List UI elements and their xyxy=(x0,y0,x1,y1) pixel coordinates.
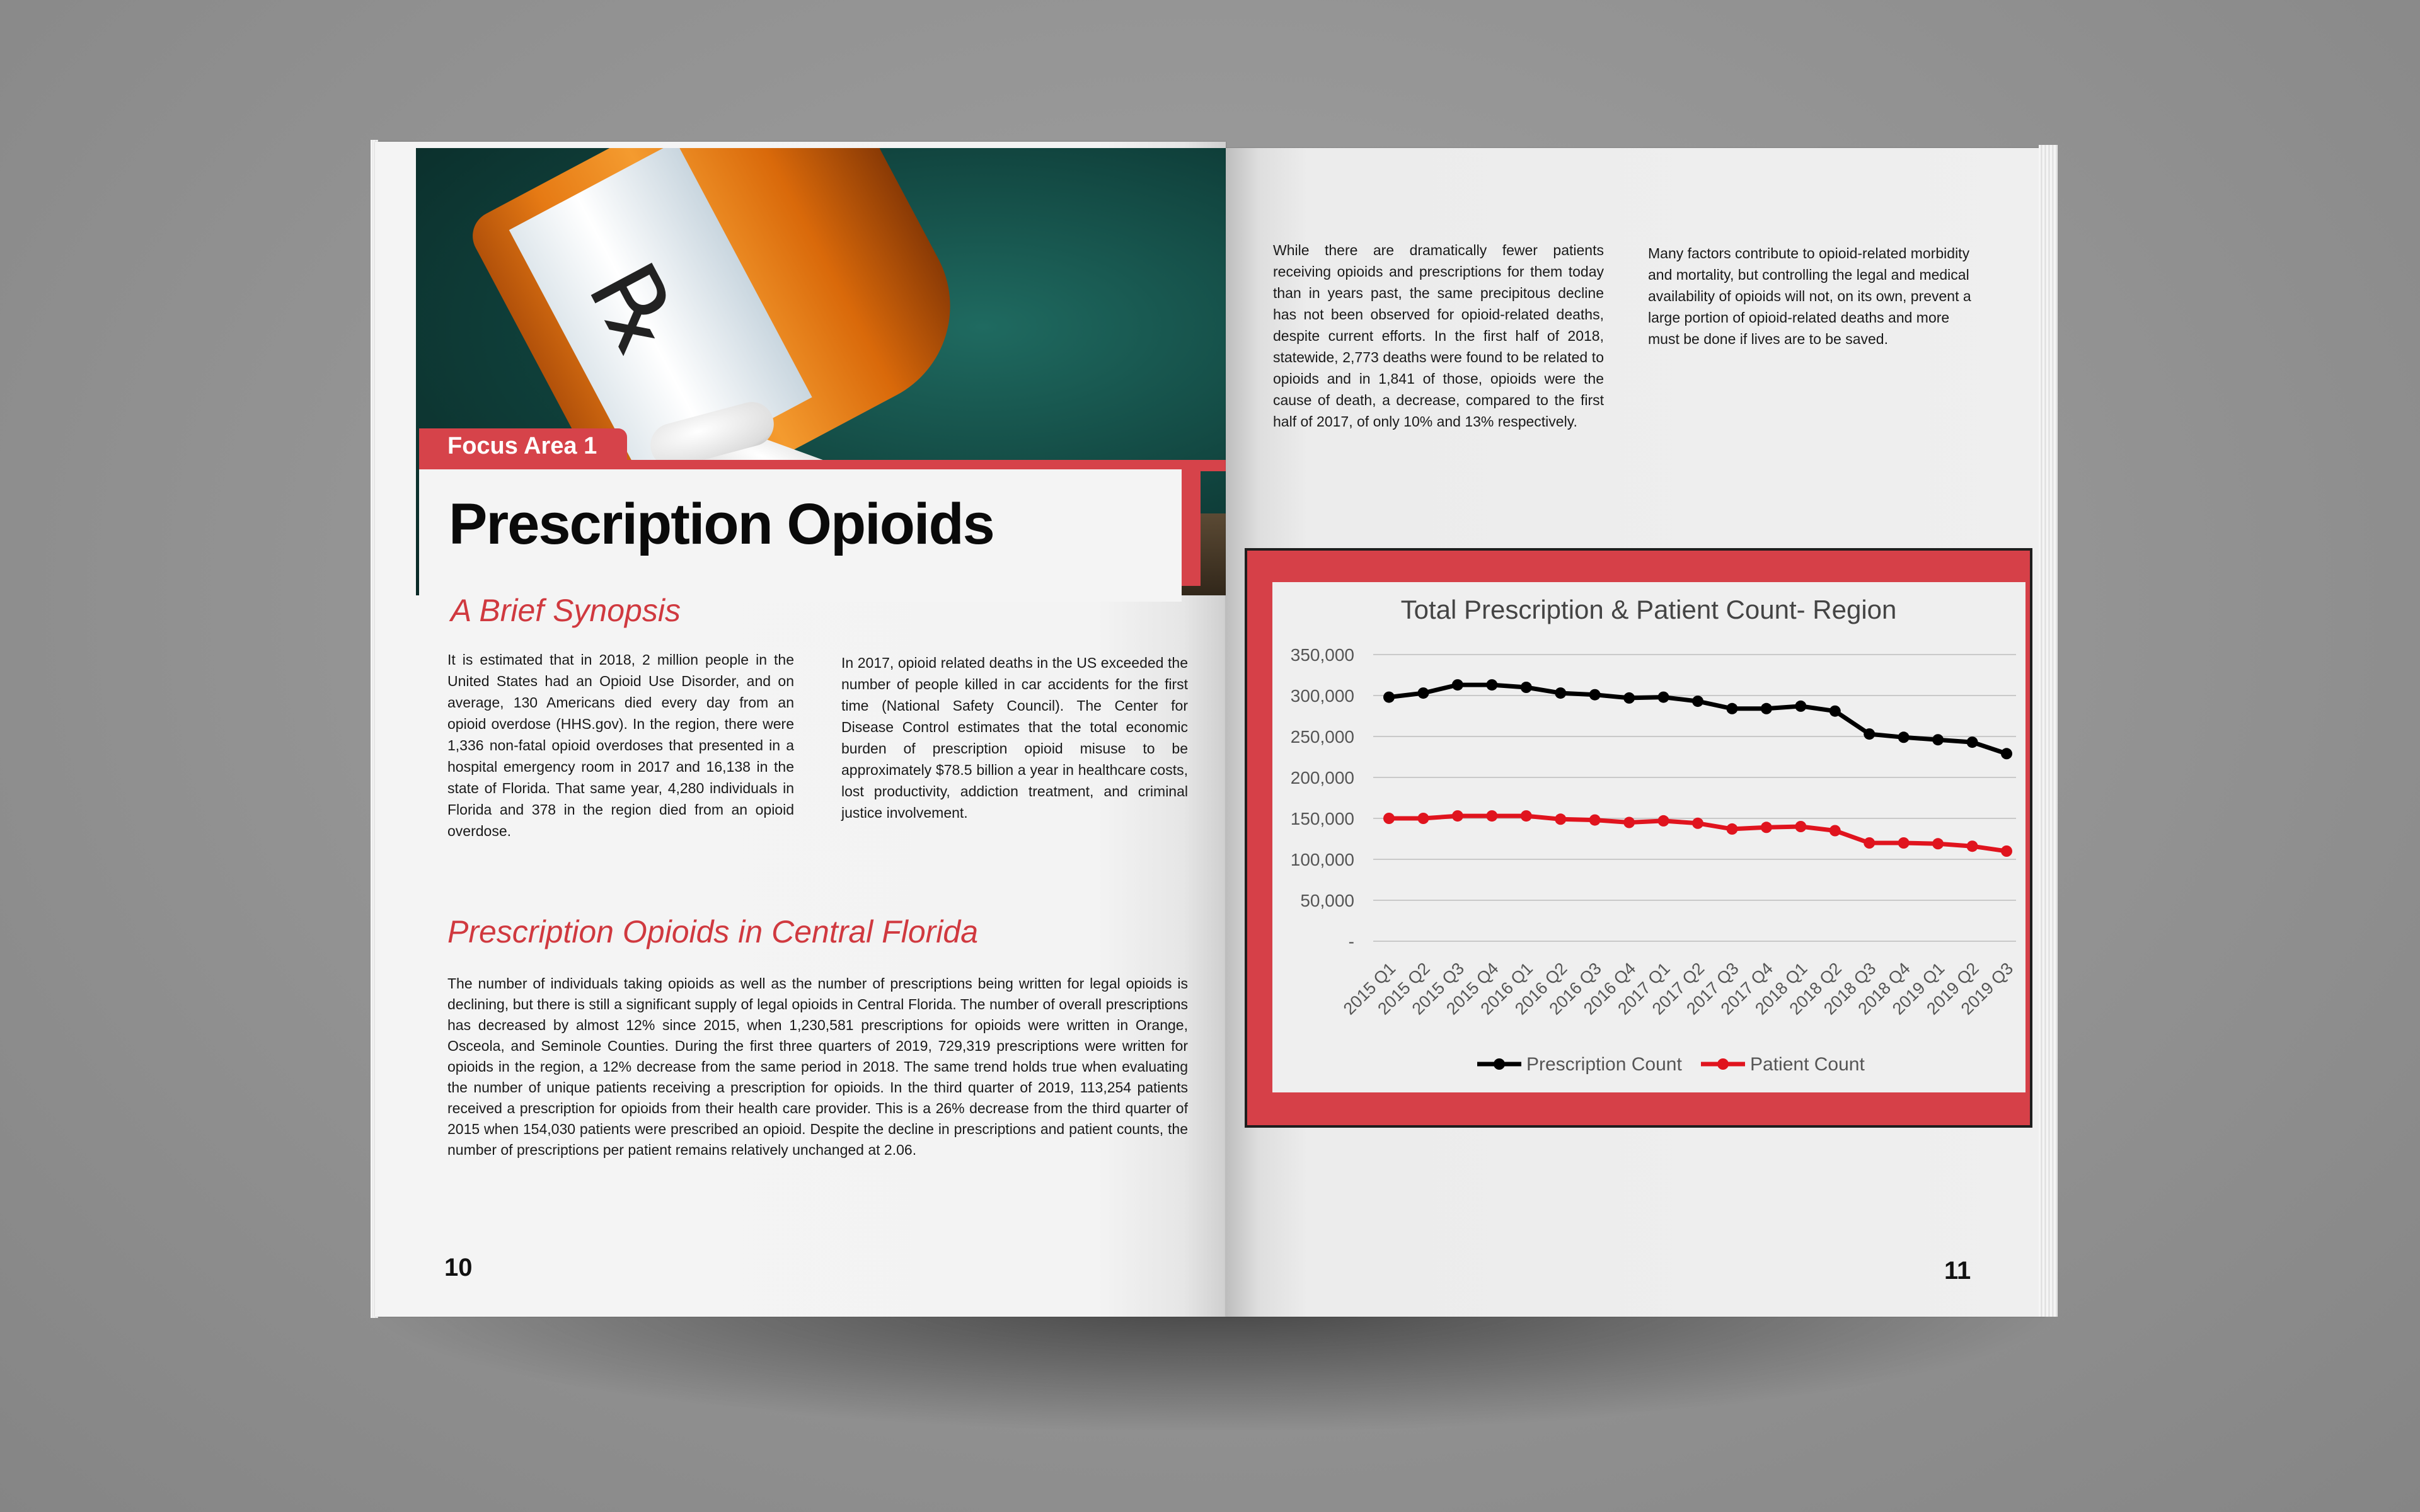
y-tick-label: - xyxy=(1349,932,1354,951)
page-number-right: 11 xyxy=(1944,1257,1971,1285)
y-axis-labels: 350,000 300,000 250,000 200,000 150,000 100,0… xyxy=(1291,645,1354,951)
data-point xyxy=(1417,687,1429,699)
central-florida-body: The number of individuals taking opioids… xyxy=(447,975,1188,1158)
data-point xyxy=(1760,822,1772,833)
page-title: Prescription Opioids xyxy=(449,492,995,556)
y-tick-label: 50,000 xyxy=(1300,891,1354,910)
chart-legend: Prescription Count Patient Count xyxy=(1477,1054,1865,1075)
chart-area: Total Prescription & Patient Count- Regi… xyxy=(1272,582,2025,1092)
data-point xyxy=(1623,816,1635,828)
data-point xyxy=(1864,837,1876,849)
synopsis-column-1: It is estimated that in 2018, 2 million … xyxy=(447,651,794,839)
chart-frame: Total Prescription & Patient Count- Regi… xyxy=(1245,548,2032,1128)
data-point xyxy=(1451,679,1463,691)
left-page: ℞ Focus Area 1 Prescription Opioids A Br… xyxy=(375,142,1226,1317)
focus-area-tab: Focus Area 1 xyxy=(419,428,627,464)
data-point xyxy=(1726,823,1738,835)
data-point xyxy=(1829,825,1841,837)
data-point xyxy=(1589,689,1601,701)
data-point xyxy=(1726,702,1738,714)
data-point xyxy=(1692,696,1703,707)
data-point xyxy=(1966,736,1978,748)
chart-title: Total Prescription & Patient Count- Regi… xyxy=(1401,595,1897,624)
line-chart: Total Prescription & Patient Count- Regi… xyxy=(1291,595,2017,1075)
data-point xyxy=(1555,687,1567,699)
data-point xyxy=(1623,692,1635,704)
data-point xyxy=(1520,682,1532,693)
title-red-side xyxy=(1182,460,1201,586)
data-point xyxy=(1555,813,1567,825)
data-point xyxy=(1451,810,1463,822)
y-tick-label: 300,000 xyxy=(1291,686,1354,706)
y-tick-label: 150,000 xyxy=(1291,809,1354,828)
legend-marker xyxy=(1494,1058,1505,1070)
data-point xyxy=(1383,813,1395,824)
y-tick-label: 100,000 xyxy=(1291,850,1354,869)
data-point xyxy=(1520,810,1532,822)
y-tick-label: 250,000 xyxy=(1291,727,1354,747)
data-point xyxy=(1795,700,1807,712)
synopsis-heading: A Brief Synopsis xyxy=(451,593,681,628)
legend-label: Prescription Count xyxy=(1526,1054,1682,1075)
data-point xyxy=(1486,810,1498,822)
data-point xyxy=(1829,705,1841,717)
title-panel xyxy=(419,469,1182,602)
data-point xyxy=(1760,702,1772,714)
data-point xyxy=(1692,817,1703,829)
data-point xyxy=(2001,845,2012,857)
legend-marker xyxy=(1717,1058,1729,1070)
y-tick-label: 200,000 xyxy=(1291,768,1354,788)
data-point xyxy=(1417,813,1429,824)
right-page: While there are dramatically fewer patie… xyxy=(1226,148,2045,1317)
y-tick-label: 350,000 xyxy=(1291,645,1354,665)
data-point xyxy=(1657,815,1669,827)
data-point xyxy=(1795,821,1807,832)
data-point xyxy=(1932,838,1944,850)
page-number-left: 10 xyxy=(444,1254,473,1281)
data-point xyxy=(1932,734,1944,746)
data-point xyxy=(2001,748,2012,760)
data-point xyxy=(1486,679,1498,691)
central-florida-heading: Prescription Opioids in Central Florida xyxy=(447,914,979,949)
data-point xyxy=(1657,691,1669,703)
data-point xyxy=(1898,731,1910,743)
legend-label: Patient Count xyxy=(1750,1054,1865,1075)
right-column-2: Many factors contribute to opioid-relate… xyxy=(1648,245,1971,347)
data-point xyxy=(1898,837,1910,849)
right-page-edges xyxy=(2039,145,2058,1317)
data-point xyxy=(1966,840,1978,852)
data-point xyxy=(1864,728,1876,740)
data-point xyxy=(1589,814,1601,826)
data-point xyxy=(1383,691,1395,703)
synopsis-column-2: In 2017, opioid related deaths in the US… xyxy=(841,655,1188,821)
right-column-1: While there are dramatically fewer patie… xyxy=(1273,242,1604,430)
chart-series xyxy=(1383,679,2012,857)
